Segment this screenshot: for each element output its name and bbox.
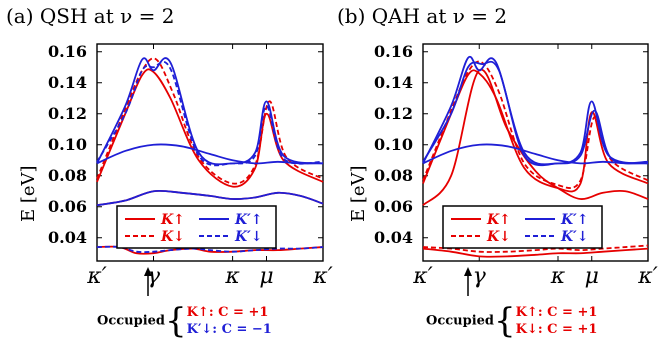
panel-a-xtick-label: γ [147, 264, 161, 289]
panel-b-series-blue-solid-7 [422, 143, 649, 165]
panel-b-xtick-label: γ [473, 264, 487, 289]
panel-a-xtick-label: κ′ [86, 264, 106, 289]
panel-a-xtick-label: κ [224, 264, 240, 289]
panel-b-occupied-annotation: Occupied{K↑: C = +1 K↓: C = +1 [426, 304, 597, 338]
panel-b-ytick-label: 0.12 [374, 104, 413, 123]
panel-b-ytick-label: 0.04 [374, 228, 413, 247]
panel-b-series-red-solid-2 [422, 68, 649, 206]
panel-b-title: (b) QAH at ν = 2 [337, 4, 508, 28]
panel-a-ytick-label: 0.10 [48, 135, 87, 154]
panel-b-series-red-solid-3 [422, 247, 649, 258]
panel-a-ytick-label: 0.12 [48, 104, 87, 123]
panel-b-legend-label: K′↓ [560, 229, 589, 245]
panel-b-series-blue-solid-5 [422, 55, 649, 166]
panel-a-occupied-arrow-head [144, 267, 152, 276]
panel-b-legend-label: K′↑ [560, 212, 589, 228]
panel-b-plot-frame [422, 43, 649, 262]
panel-b-xtick-label: κ [550, 264, 566, 289]
panel-b-xtick-label: μ [585, 264, 599, 289]
panel-b-ytick-label: 0.14 [374, 73, 413, 92]
panel-a-ytick-label: 0.04 [48, 228, 87, 247]
panel-a-series-blue-solid-7 [96, 189, 324, 207]
panel-b-ytick-label: 0.06 [374, 197, 413, 216]
panel-a-series-red-solid-0 [96, 68, 324, 188]
panel-a-series-blue-solid-6 [96, 143, 324, 165]
panel-a-occupied-line-2: K′↓: C = −1 [186, 322, 272, 337]
panel-b-ytick-label: 0.10 [374, 135, 413, 154]
panel-a-brace-icon: { [165, 301, 187, 341]
panel-b-ytick-label: 0.08 [374, 166, 413, 185]
panel-a-occupied-line-1: K↑: C = +1 [186, 305, 269, 320]
panel-a-series-blue-solid-4 [96, 57, 324, 166]
panel-b-legend-label: K↓ [486, 229, 511, 245]
panel-b-occupied-line-2: K↓: C = +1 [515, 322, 598, 337]
panel-b-xtick-label: κ′ [412, 264, 432, 289]
panel-a-xtick-label: κ′ [312, 264, 332, 289]
panel-a-legend-box [116, 205, 277, 249]
panel-b-xtick-label: κ′ [637, 264, 657, 289]
panel-a-ytick-label: 0.14 [48, 73, 87, 92]
panel-a-series-blue-dashed-5 [96, 60, 324, 167]
panel-a-xtick-label: μ [259, 264, 273, 289]
panel-a-legend-label: K↓ [160, 229, 185, 245]
panel-a-series-blue-dashed-8 [96, 245, 324, 254]
panel-b-ytick-label: 0.16 [374, 42, 413, 61]
panel-a-ytick-label: 0.08 [48, 166, 87, 185]
panel-a-ytick-label: 0.06 [48, 197, 87, 216]
panel-b-brace-icon: { [494, 301, 516, 341]
panel-a-occupied-annotation: Occupied{K↑: C = +1 K′↓: C = −1 [97, 304, 272, 338]
panel-b-occupied-line-1: K↑: C = +1 [515, 305, 598, 320]
panel-a-occupied-label: Occupied [97, 313, 165, 329]
panel-b-occupied-arrow-head [464, 267, 472, 276]
panel-b-series-blue-solid-6 [422, 60, 649, 167]
panel-b-legend-box [442, 205, 603, 249]
panel-a-legend-label: K↑ [160, 212, 185, 228]
panel-a-legend-label: K′↑ [234, 212, 263, 228]
panel-a-plot-frame [96, 43, 324, 262]
panel-a-legend-label: K′↓ [234, 229, 263, 245]
panel-a-title: (a) QSH at ν = 2 [6, 4, 175, 28]
panel-b-series-red-dashed-4 [422, 244, 649, 253]
panel-b-legend-label: K↑ [486, 212, 511, 228]
panel-b-occupied-label: Occupied [426, 313, 494, 329]
panel-a-ytick-label: 0.16 [48, 42, 87, 61]
